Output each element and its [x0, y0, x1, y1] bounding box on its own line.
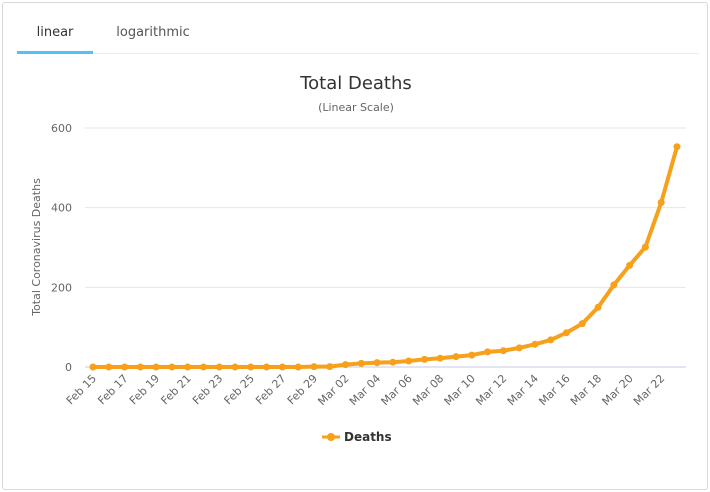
data-point[interactable]: [547, 336, 555, 344]
data-point[interactable]: [200, 363, 207, 371]
x-tick-label: Mar 18: [568, 372, 604, 408]
y-tick-label: 600: [51, 122, 72, 135]
y-axis-ticks: 0 200 400 600: [51, 122, 72, 374]
x-tick-label: Feb 25: [222, 372, 257, 407]
data-point[interactable]: [563, 329, 570, 337]
x-tick-label: Mar 04: [347, 372, 383, 408]
data-point[interactable]: [515, 344, 523, 352]
data-point[interactable]: [389, 358, 397, 366]
active-tab-indicator: [17, 51, 93, 54]
data-point[interactable]: [673, 143, 681, 151]
data-point[interactable]: [610, 281, 618, 289]
data-point[interactable]: [326, 363, 334, 371]
x-tick-label: Mar 22: [631, 372, 667, 408]
data-point[interactable]: [184, 363, 192, 371]
x-tick-label: Feb 21: [158, 372, 193, 407]
data-point[interactable]: [247, 363, 255, 371]
scale-tabs: linear logarithmic: [17, 3, 699, 54]
x-tick-label: Feb 17: [95, 372, 130, 407]
data-point[interactable]: [136, 363, 144, 371]
data-point[interactable]: [357, 359, 365, 367]
grid-lines: [85, 127, 686, 368]
data-point[interactable]: [405, 357, 413, 365]
y-axis-label: Total Coronavirus Deaths: [30, 178, 43, 317]
data-point[interactable]: [105, 363, 113, 371]
x-tick-label: Mar 08: [410, 372, 446, 408]
data-point[interactable]: [121, 363, 129, 371]
data-point[interactable]: [657, 199, 665, 206]
x-tick-label: Feb 23: [190, 372, 225, 407]
data-point[interactable]: [373, 359, 381, 367]
data-point[interactable]: [531, 340, 539, 348]
data-point[interactable]: [310, 363, 318, 371]
tab-linear[interactable]: linear: [17, 3, 93, 54]
data-point[interactable]: [452, 353, 460, 361]
tab-logarithmic-label: logarithmic: [116, 25, 190, 40]
legend-label-deaths: Deaths: [344, 430, 392, 444]
data-point[interactable]: [89, 363, 97, 371]
y-tick-label: 0: [65, 361, 72, 374]
x-tick-label: Feb 29: [285, 372, 320, 407]
data-point[interactable]: [436, 354, 444, 362]
data-point[interactable]: [499, 347, 507, 355]
data-point[interactable]: [294, 363, 302, 371]
chart-title: Total Deaths: [299, 73, 412, 94]
x-tick-label: Feb 19: [127, 372, 162, 407]
chart-subtitle: (Linear Scale): [318, 101, 394, 114]
y-tick-label: 400: [51, 202, 72, 215]
data-point[interactable]: [278, 363, 286, 371]
data-point[interactable]: [641, 243, 649, 251]
data-point[interactable]: [231, 363, 239, 371]
x-tick-label: Feb 15: [64, 372, 99, 407]
data-point[interactable]: [168, 363, 176, 371]
legend[interactable]: Deaths: [322, 430, 392, 444]
x-tick-label: Feb 27: [253, 372, 288, 407]
x-tick-label: Mar 16: [536, 372, 572, 408]
data-point[interactable]: [342, 361, 349, 369]
legend-marker: [327, 433, 335, 441]
data-point[interactable]: [484, 348, 492, 356]
data-point[interactable]: [152, 363, 160, 371]
y-tick-label: 200: [51, 281, 72, 294]
x-tick-label: Mar 12: [473, 372, 509, 408]
x-tick-label: Mar 10: [442, 372, 478, 408]
data-point[interactable]: [215, 363, 223, 371]
data-point[interactable]: [578, 320, 586, 328]
tab-linear-label: linear: [36, 25, 74, 40]
series-line: [93, 146, 679, 369]
data-point[interactable]: [626, 261, 634, 269]
x-tick-label: Mar 06: [379, 372, 415, 408]
x-tick-label: Mar 20: [600, 372, 636, 408]
data-point[interactable]: [263, 363, 271, 371]
series-deaths: [89, 143, 681, 371]
x-tick-label: Mar 14: [505, 372, 541, 408]
data-point[interactable]: [421, 355, 428, 363]
data-point[interactable]: [594, 303, 602, 311]
tab-logarithmic[interactable]: logarithmic: [105, 3, 201, 53]
x-tick-label: Mar 02: [315, 372, 351, 408]
data-point[interactable]: [468, 351, 476, 359]
